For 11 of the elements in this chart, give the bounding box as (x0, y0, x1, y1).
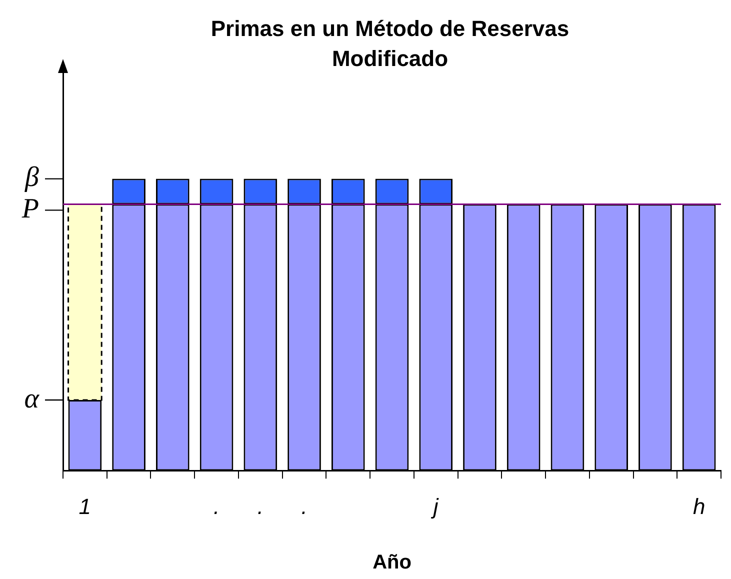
text: α (24, 383, 40, 414)
x-axis-title: Año (372, 552, 412, 574)
x-tick-label: . (213, 494, 220, 519)
x-tick-label: . (301, 494, 308, 519)
x-tick-label: j (430, 494, 440, 519)
x-tick-label: . (257, 494, 264, 519)
chart-title: Primas en un Método de Reservas Modificado (210, 15, 570, 73)
x-tick-label: h (692, 494, 706, 519)
ref-line-label: P (20, 194, 39, 225)
x-tick-label: 1 (78, 494, 92, 519)
text: β (24, 162, 40, 194)
